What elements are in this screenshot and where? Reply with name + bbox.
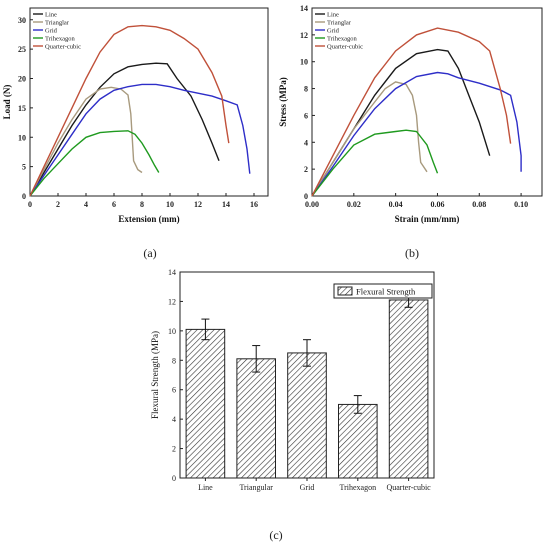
series-line-trianglar: [29, 86, 143, 197]
x-tick-label: 0: [28, 200, 32, 209]
bar-grid: [287, 352, 327, 479]
series-line-trianglar: [311, 81, 428, 197]
legend-label: Quarter-cubic: [327, 44, 363, 51]
x-tick-label: 0.10: [514, 200, 528, 209]
x-tick-label: 16: [250, 200, 258, 209]
chart-c-svg: 0 2 4 6 8 10 12 14 Flexural Strength (MPa) Line Tr…: [150, 268, 435, 492]
chart-c: 0 2 4 6 8 10 12 14 Flexural Strength (MPa) Line Tr…: [140, 262, 440, 492]
y-axis-label: Stress (MPa): [278, 77, 288, 127]
x-axis-label: Extension (mm): [118, 214, 179, 224]
y-axis-label: Flexural Strength (MPa): [150, 331, 160, 419]
legend-label: Grid: [45, 28, 58, 35]
chart-a-svg: 0 2 4 6 8 10 12 14 16 0 5 10 15 20 25 30 Extension (mm) L…: [2, 7, 269, 224]
bar-trihexagon: [337, 403, 378, 479]
x-tick-label: 10: [166, 200, 174, 209]
caption-a: (a): [143, 246, 157, 260]
y-tick-label: 0: [304, 192, 308, 201]
x-tick-label: 12: [194, 200, 202, 209]
x-axis-label: Strain (mm/mm): [395, 214, 460, 224]
series-line-grid: [29, 83, 251, 197]
y-tick-label: 14: [168, 268, 176, 277]
y-tick-label: 12: [168, 297, 176, 306]
series-line-line: [311, 48, 491, 197]
bar-triangular: [236, 358, 277, 479]
x-tick-label: 2: [56, 200, 60, 209]
bar-line: [185, 328, 226, 479]
legend-label: Line: [45, 12, 57, 19]
legend-label: Trihexagon: [327, 36, 357, 43]
y-tick-label: 4: [304, 138, 308, 147]
y-tick-label: 8: [304, 85, 308, 94]
legend-swatch: [337, 286, 353, 296]
x-tick-label: 0.02: [347, 200, 361, 209]
y-tick-label: 15: [18, 104, 26, 113]
bar-quarter-cubic: [388, 299, 429, 479]
x-tick-label: Grid: [300, 483, 315, 492]
y-tick-label: 12: [300, 31, 308, 40]
y-axis-label: Load (N): [2, 85, 12, 120]
series-line-quarter-cubic: [29, 24, 230, 197]
x-tick-label: Trihexagon: [340, 483, 377, 492]
legend-label: Grid: [327, 28, 340, 35]
x-tick-label: 0.04: [389, 200, 403, 209]
y-tick-label: 2: [172, 445, 176, 454]
chart-a: 0 2 4 6 8 10 12 14 16 0 5 10 15 20 25 30 Extension (mm) L…: [0, 0, 276, 268]
y-tick-label: 20: [18, 75, 26, 84]
caption-c: (c): [269, 528, 283, 542]
y-tick-label: 6: [304, 111, 308, 120]
y-tick-label: 8: [172, 356, 176, 365]
series-line-trihexagon: [29, 130, 160, 197]
caption-b: (b): [405, 246, 419, 260]
y-tick-label: 14: [300, 4, 308, 13]
x-tick-label: 14: [222, 200, 230, 209]
y-tick-label: 10: [18, 133, 26, 142]
y-tick-label: 4: [172, 415, 176, 424]
chart-b-svg: 0.00 0.02 0.04 0.06 0.08 0.10 0 2 4 6 8 10 12 14 Strai…: [278, 4, 543, 224]
y-tick-label: 0: [22, 192, 26, 201]
x-tick-label: Line: [198, 483, 213, 492]
y-tick-label: 6: [172, 386, 176, 395]
x-tick-label: 6: [112, 200, 116, 209]
series-line-grid: [311, 71, 522, 197]
legend-label: Trianglar: [327, 20, 352, 27]
legend-label: Trianglar: [45, 20, 70, 27]
legend-box: [333, 283, 433, 299]
y-tick-label: 5: [22, 163, 26, 172]
x-tick-label: 4: [84, 200, 88, 209]
plot-frame: [311, 7, 543, 197]
x-tick-label: 0.00: [305, 200, 319, 209]
series-line-trihexagon: [311, 129, 439, 197]
y-tick-label: 25: [18, 45, 26, 54]
y-tick-label: 10: [168, 327, 176, 336]
plot-frame: [29, 7, 269, 197]
legend-label: Trihexagon: [45, 36, 75, 43]
x-tick-label: 8: [140, 200, 144, 209]
y-tick-label: 10: [300, 58, 308, 67]
y-tick-label: 30: [18, 16, 26, 25]
y-tick-label: 2: [304, 165, 308, 174]
x-tick-label: 0.06: [430, 200, 444, 209]
series-line-quarter-cubic: [311, 27, 512, 197]
chart-b: 0.00 0.02 0.04 0.06 0.08 0.10 0 2 4 6 8 10 12 14 Strai…: [276, 0, 549, 268]
y-tick-label: 0: [172, 474, 176, 483]
legend-label: Flexural Strength: [356, 287, 416, 297]
series-line-line: [29, 62, 220, 197]
x-tick-label: 0.08: [472, 200, 486, 209]
x-tick-label: Quarter-cubic: [386, 483, 431, 492]
legend-label: Line: [327, 12, 339, 19]
x-tick-label: Triangular: [239, 483, 273, 492]
legend-label: Quarter-cubic: [45, 44, 81, 51]
